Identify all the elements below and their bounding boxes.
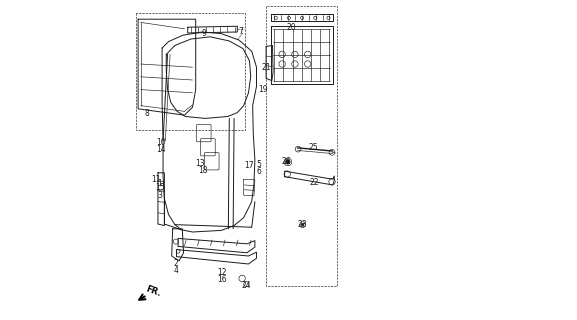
Text: 2: 2	[174, 260, 178, 268]
Text: 8: 8	[145, 109, 149, 118]
Text: 14: 14	[156, 145, 166, 154]
Text: 6: 6	[257, 167, 261, 176]
Text: 16: 16	[217, 275, 227, 284]
Text: 11: 11	[151, 175, 161, 184]
Circle shape	[286, 160, 290, 164]
Text: 21: 21	[262, 63, 272, 72]
Text: 4: 4	[174, 266, 178, 275]
Text: 23: 23	[297, 220, 307, 229]
Text: 19: 19	[258, 85, 268, 94]
Text: FR.: FR.	[144, 284, 162, 298]
Text: 3: 3	[158, 191, 162, 200]
Text: 7: 7	[238, 28, 243, 36]
Text: 17: 17	[245, 161, 254, 170]
Text: 1: 1	[158, 180, 162, 188]
Text: 26: 26	[282, 157, 291, 166]
Text: 12: 12	[217, 268, 227, 277]
Text: 5: 5	[257, 160, 261, 169]
Text: 20: 20	[287, 23, 297, 32]
Text: 13: 13	[194, 159, 204, 168]
Circle shape	[301, 223, 304, 226]
Text: 9: 9	[201, 29, 206, 38]
Text: 18: 18	[198, 166, 208, 175]
Text: 10: 10	[156, 138, 166, 147]
Text: 22: 22	[309, 178, 319, 187]
Text: 24: 24	[241, 281, 251, 290]
Text: 15: 15	[155, 183, 164, 192]
Text: 25: 25	[308, 143, 317, 152]
